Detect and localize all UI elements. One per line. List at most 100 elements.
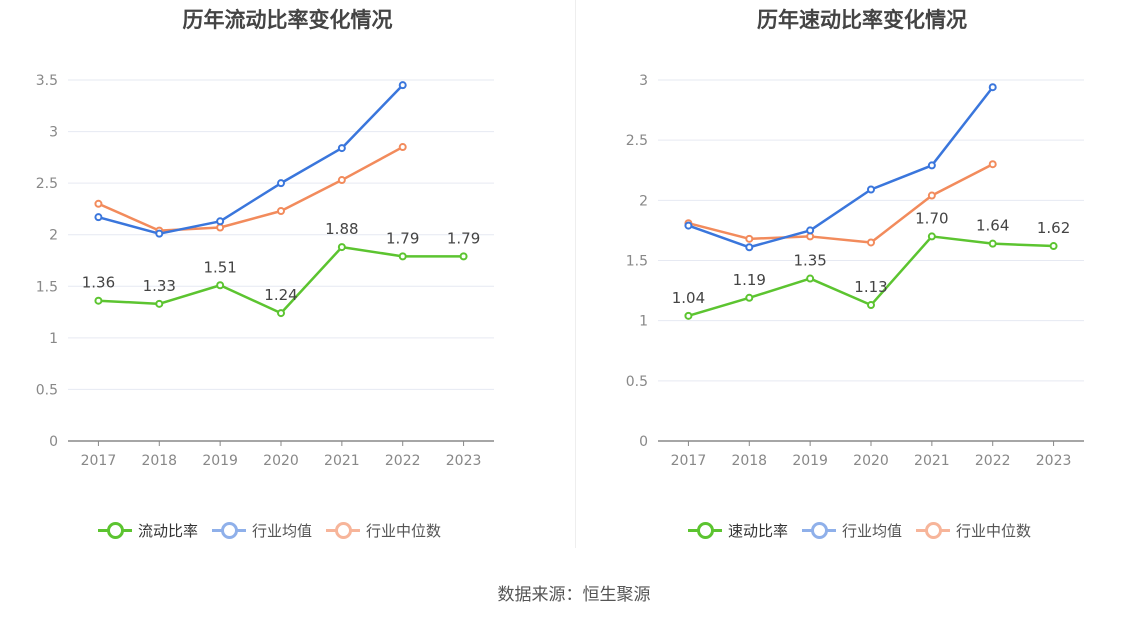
chart-legend: 速动比率 行业均值 行业中位数 [688,518,1031,542]
data-point[interactable] [745,234,754,243]
chart-title: 历年速动比率变化情况 [757,8,967,32]
series-line [688,86,994,249]
data-point[interactable] [277,179,285,188]
data-point[interactable] [927,232,936,241]
data-point[interactable] [684,311,693,320]
x-tick-label: 2021 [324,453,360,469]
data-label: 1.51 [203,258,236,276]
data-point[interactable] [927,191,936,200]
data-label: 1.79 [386,229,419,247]
data-point[interactable] [867,238,875,247]
y-tick-label: 0 [49,434,58,450]
data-label: 1.88 [325,220,358,238]
data-point[interactable] [988,160,997,169]
x-tick-label: 2018 [141,453,177,469]
y-tick-label: 1.5 [626,254,648,270]
line-chart-current-ratio: 0 0.5 1 1.5 2 2.5 3 3.5 2017 2018 2019 2020 2021 2022… [36,73,494,469]
data-point[interactable] [459,252,468,261]
data-point[interactable] [745,243,754,252]
data-point[interactable] [94,296,103,305]
y-tick-label: 2 [49,228,58,244]
data-point[interactable] [216,217,225,226]
data-label: 1.70 [915,209,948,227]
data-point[interactable] [988,83,997,92]
data-point[interactable] [155,229,164,238]
data-point[interactable] [94,213,103,222]
data-label: 1.33 [143,277,176,295]
y-tick-label: 3.5 [36,73,58,89]
x-tick-label: 2022 [385,453,421,469]
y-tick-label: 2.5 [626,133,648,149]
data-point[interactable] [155,299,164,308]
x-tick-label: 2017 [671,453,707,469]
legend-item[interactable]: 行业中位数 [326,520,441,541]
series-line [98,84,404,235]
data-label: 1.64 [976,217,1009,235]
data-label: 1.36 [82,274,115,292]
legend-item[interactable]: 行业均值 [802,520,902,541]
legend-marker-icon [802,520,837,540]
data-point[interactable] [684,221,693,230]
y-tick-label: 3 [639,73,648,89]
y-tick-label: 3 [49,125,58,141]
series-line [97,145,404,232]
x-tick-label: 2018 [731,453,767,469]
data-label: 1.62 [1037,219,1070,237]
data-label: 1.13 [854,278,887,296]
data-point[interactable] [398,81,407,90]
x-tick-label: 2023 [446,453,482,469]
data-label: 1.35 [793,252,826,270]
data-label: 1.04 [672,289,705,307]
line-chart-quick-ratio: 0 0.5 1 1.5 2 2.5 3 2017 2018 2019 2020 2021 2022 202… [626,73,1084,469]
chart-legend: 流动比率 行业均值 行业中位数 [98,518,441,542]
data-point[interactable] [216,281,225,290]
data-point[interactable] [867,301,875,310]
y-tick-label: 1 [49,331,58,347]
data-point[interactable] [398,252,407,261]
y-tick-label: 2.5 [36,176,58,192]
chart-panel-current-ratio: 历年流动比率变化情况 0 0.5 1 1.5 2 2.5 3 3.5 2017 2018 2019 2… [0,0,575,560]
data-point[interactable] [277,206,285,215]
x-tick-label: 2022 [975,453,1011,469]
data-source-note: 数据来源：恒生聚源 [497,585,651,605]
data-point[interactable] [94,199,103,208]
data-label: 1.79 [447,229,480,247]
data-point[interactable] [1049,242,1058,251]
legend-item[interactable]: 流动比率 [98,520,198,541]
x-tick-label: 2019 [792,453,828,469]
y-tick-label: 0.5 [36,382,58,398]
data-label: 1.19 [733,271,766,289]
chart-panel-quick-ratio: 历年速动比率变化情况 0 0.5 1 1.5 2 2.5 3 2017 2018 2019 2020… [576,0,1148,560]
data-point[interactable] [398,143,407,152]
legend-item[interactable]: 速动比率 [688,520,788,541]
legend-marker-icon [326,520,361,540]
x-tick-label: 2019 [202,453,238,469]
legend-label: 行业均值 [252,521,313,540]
data-point[interactable] [216,223,225,232]
data-point[interactable] [927,161,936,170]
legend-item[interactable]: 行业中位数 [916,520,1031,541]
series-line [688,163,994,244]
data-point[interactable] [867,185,875,194]
legend-marker-icon [212,520,247,540]
legend-label: 行业中位数 [956,521,1032,540]
data-point[interactable] [337,243,346,252]
legend-marker-icon [916,520,951,540]
legend-item[interactable]: 行业均值 [212,520,312,541]
y-tick-label: 2 [639,193,648,209]
data-point[interactable] [337,144,346,153]
legend-label: 行业均值 [842,521,903,540]
chart-title: 历年流动比率变化情况 [182,8,393,32]
legend-label: 流动比率 [138,521,199,540]
data-point[interactable] [806,274,815,283]
legend-marker-icon [98,520,132,540]
data-point[interactable] [745,293,754,302]
data-point[interactable] [988,239,997,248]
data-point[interactable] [337,176,346,185]
x-tick-label: 2023 [1036,453,1072,469]
panel-divider [575,0,576,548]
y-tick-label: 1.5 [36,279,58,295]
data-point[interactable] [277,309,285,318]
x-tick-label: 2017 [81,453,117,469]
data-point[interactable] [806,226,815,235]
